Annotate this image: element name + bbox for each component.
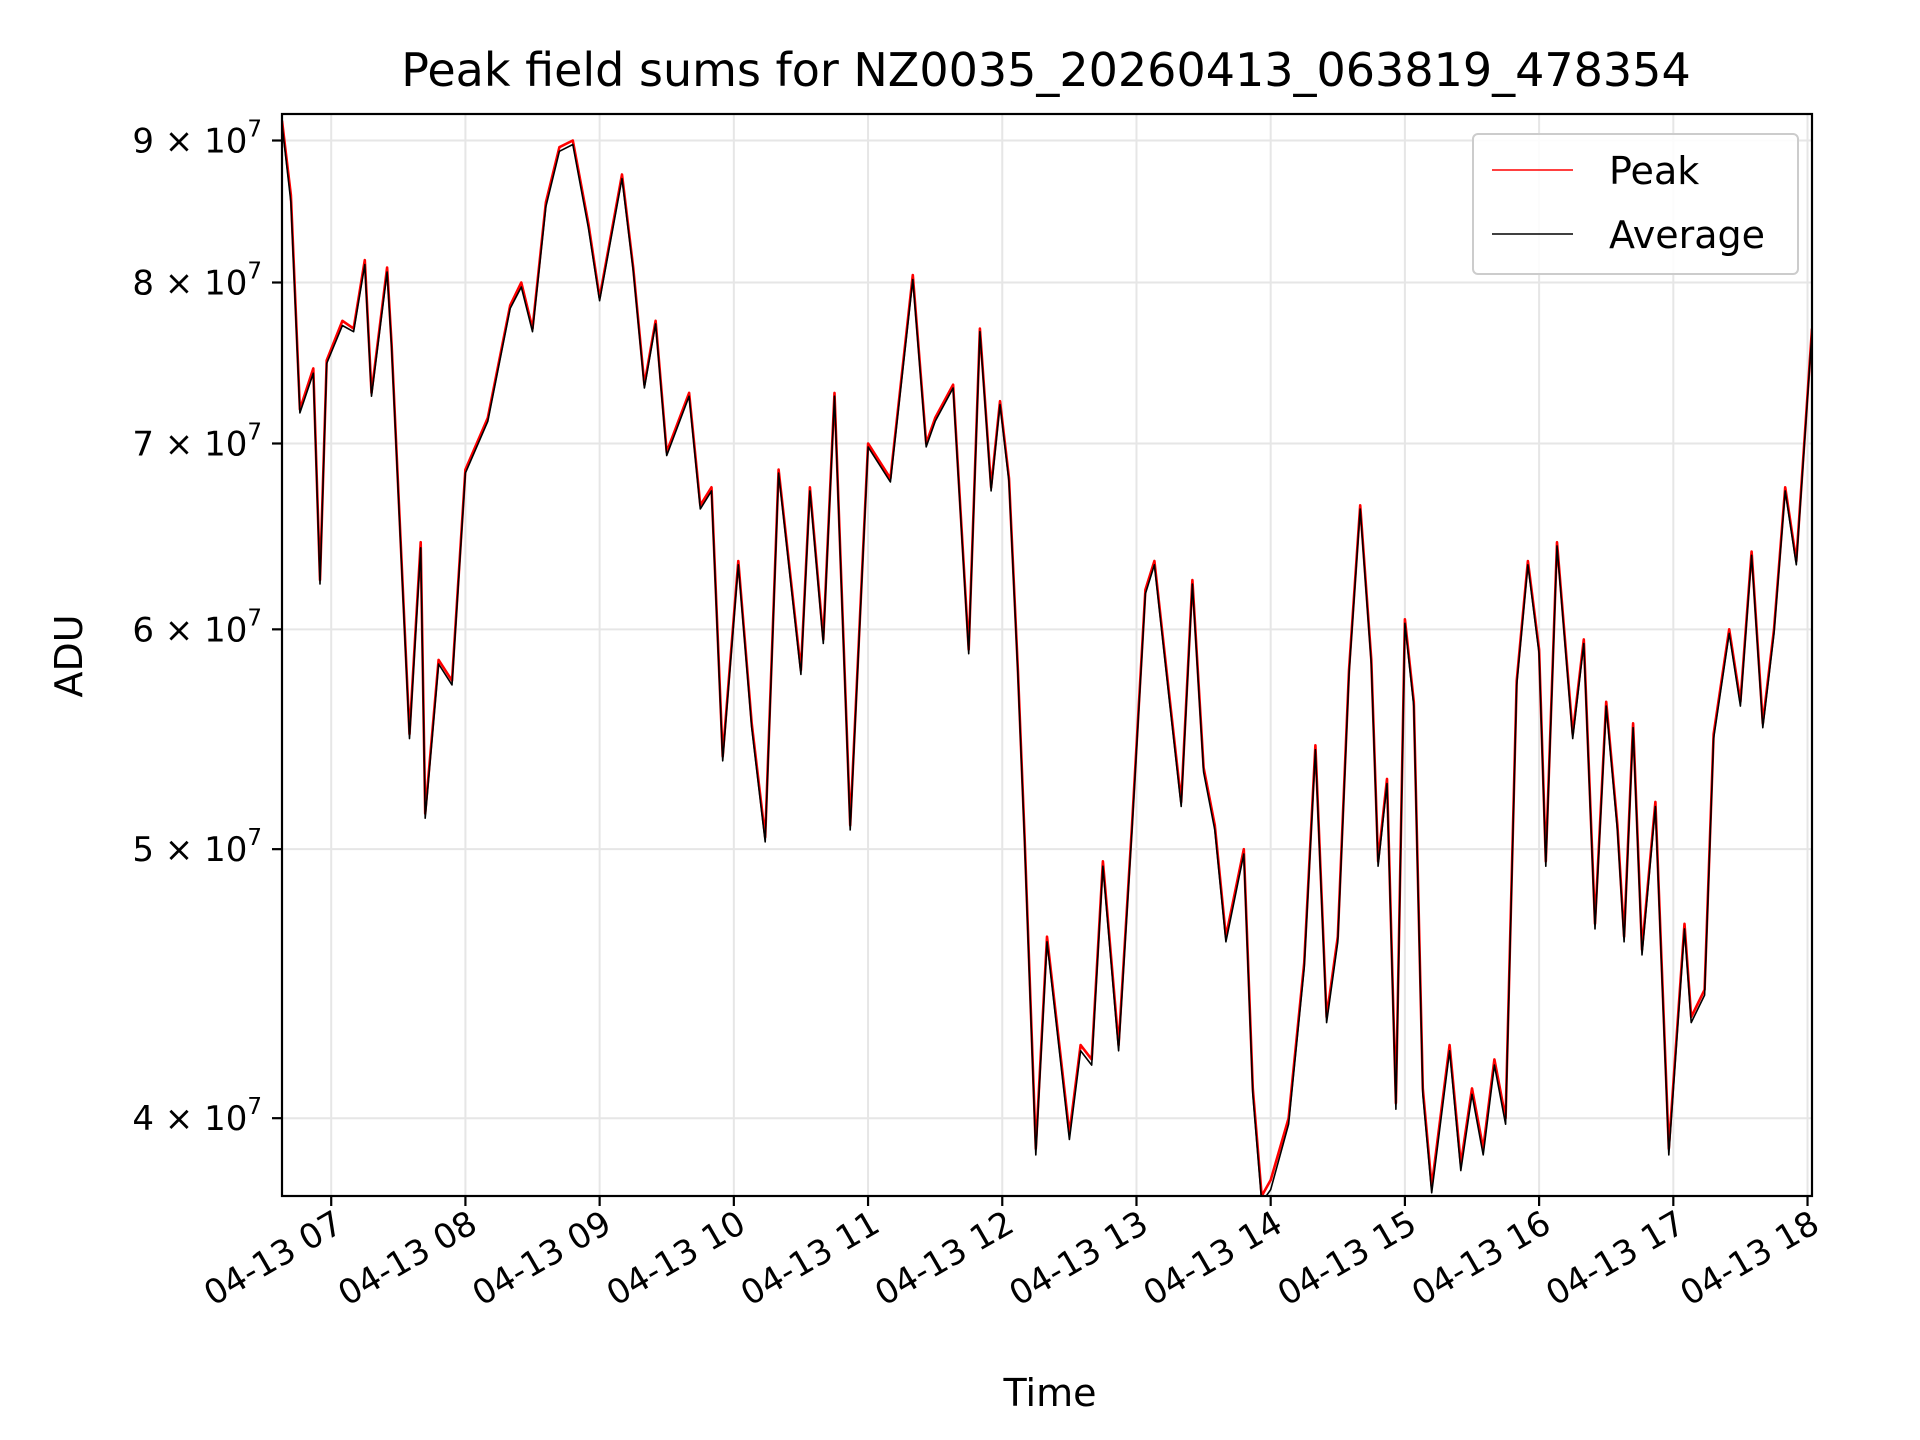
- y-axis: 4 × 107 5 × 107 6 × 107 7 × 107 8 × 107 9 × 1…: [132, 116, 282, 1139]
- y-tick-label: 9 × 107: [132, 116, 262, 161]
- y-axis-label: ADU: [47, 614, 91, 697]
- y-tick-label: 7 × 107: [132, 419, 262, 464]
- y-tick-label: 5 × 107: [132, 825, 262, 870]
- x-axis-label: Time: [1003, 1371, 1097, 1415]
- y-tick-label: 8 × 107: [132, 259, 262, 304]
- legend: Peak Average: [1472, 133, 1799, 275]
- series-layer: [282, 120, 1812, 1196]
- chart-title: Peak field sums for NZ0035_20260413_0638…: [401, 43, 1690, 97]
- series-line-average: [282, 124, 1812, 1196]
- plot-frame: [280, 112, 1814, 1198]
- legend-label-average: Average: [1609, 213, 1765, 257]
- y-tick-label: 6 × 107: [132, 605, 262, 650]
- legend-label-peak: Peak: [1609, 149, 1699, 193]
- legend-box: [1472, 133, 1799, 275]
- y-tick-label: 4 × 107: [132, 1094, 262, 1139]
